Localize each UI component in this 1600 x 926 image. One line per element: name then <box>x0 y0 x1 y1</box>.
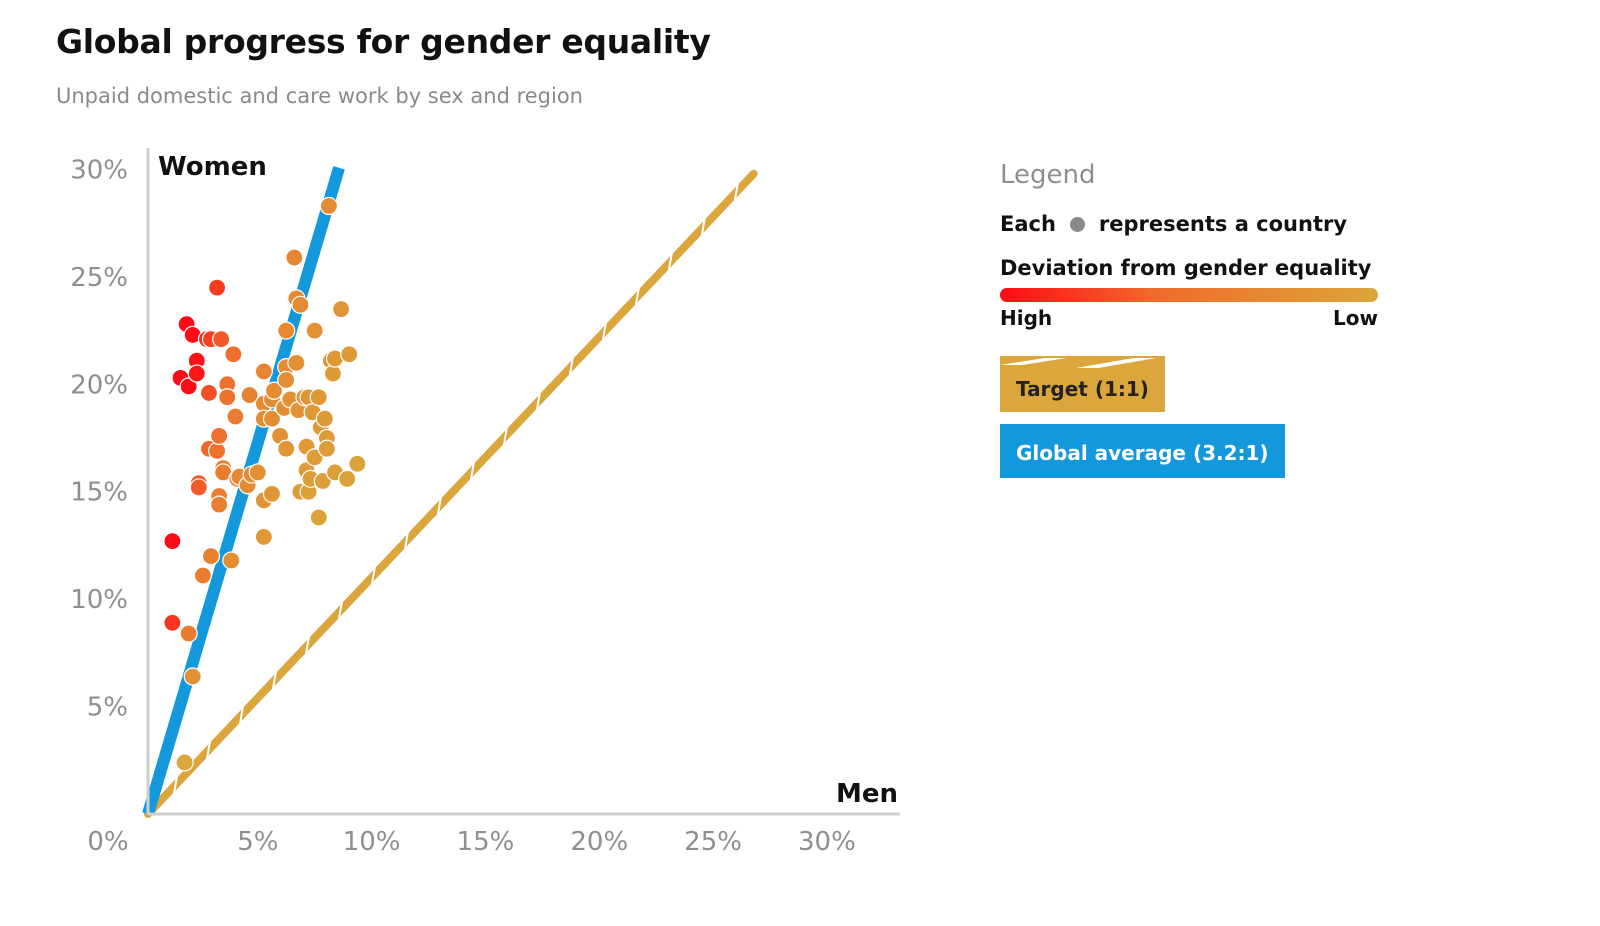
legend-country-marker: Each represents a country <box>1000 212 1400 236</box>
country-point <box>331 300 351 319</box>
x-tick-label: 25% <box>684 827 742 857</box>
chart-subtitle: Unpaid domestic and care work by sex and… <box>56 84 583 108</box>
x-tick-label: 30% <box>798 827 856 857</box>
country-point <box>309 508 328 527</box>
legend-global-label: Global average (3.2:1) <box>1016 441 1269 465</box>
country-point <box>224 345 243 364</box>
country-dot-icon <box>1069 216 1085 232</box>
data-points <box>163 196 367 772</box>
country-point <box>179 377 198 396</box>
country-point <box>222 551 241 570</box>
country-point <box>254 527 273 546</box>
country-point <box>254 362 273 381</box>
country-point <box>208 278 227 297</box>
x-tick-label: 10% <box>343 827 401 857</box>
country-point <box>317 439 336 458</box>
country-point <box>277 439 296 458</box>
target-stripes-icon <box>1000 358 1157 368</box>
country-point <box>187 364 206 383</box>
x-axis-title: Men <box>836 779 898 809</box>
legend-target-label: Target (1:1) <box>1016 377 1149 401</box>
y-axis-title: Women <box>158 152 267 182</box>
x-tick-label: 0% <box>87 827 128 857</box>
country-point <box>285 248 304 267</box>
legend-heading: Legend <box>1000 160 1096 190</box>
y-tick-label: 20% <box>70 370 128 400</box>
country-point <box>226 407 245 426</box>
country-point <box>212 330 231 349</box>
country-point <box>199 383 219 403</box>
country-point <box>277 321 296 340</box>
y-tick-label: 10% <box>70 585 128 615</box>
chart-title: Global progress for gender equality <box>56 22 711 61</box>
country-point <box>309 388 328 407</box>
country-point <box>179 624 198 643</box>
country-point <box>163 613 182 632</box>
country-point <box>264 381 284 400</box>
country-point <box>240 385 259 405</box>
x-tick-label: 15% <box>457 827 515 857</box>
deviation-gradient-bar <box>1000 288 1378 302</box>
axes: Women Men <box>146 148 900 816</box>
legend-target-box: Target (1:1) <box>1000 356 1165 412</box>
gradient-high-label: High <box>1000 306 1053 330</box>
country-point <box>323 364 343 383</box>
country-point <box>163 532 182 551</box>
country-point <box>338 469 357 488</box>
legend-each-suffix: represents a country <box>1098 212 1348 236</box>
country-point <box>210 426 229 445</box>
country-point <box>287 353 306 372</box>
gradient-labels: High Low <box>1000 306 1378 330</box>
x-tick-label: 5% <box>237 827 278 857</box>
country-point <box>248 463 267 482</box>
country-point <box>291 295 310 314</box>
axis-ticks: 0% 5% 10% 15% 20% 25% 30% 5% 10% 15% 20% 25% 30% <box>70 155 856 857</box>
country-point <box>277 370 296 390</box>
legend-global-box: Global average (3.2:1) <box>1000 424 1285 478</box>
y-tick-label: 30% <box>70 155 128 185</box>
country-point <box>262 409 282 428</box>
country-point <box>340 345 359 364</box>
legend-each-prefix: Each <box>1000 212 1056 236</box>
country-point <box>201 547 221 566</box>
x-tick-label: 20% <box>570 827 628 857</box>
legend: Legend Each represents a country Deviati… <box>1000 160 1400 478</box>
y-tick-label: 15% <box>70 478 128 508</box>
y-tick-label: 5% <box>87 693 128 723</box>
country-point <box>193 566 212 585</box>
target-line <box>144 169 758 818</box>
country-point <box>175 753 194 772</box>
country-point <box>305 321 324 340</box>
legend-deviation-label: Deviation from gender equality <box>1000 256 1372 280</box>
country-point <box>218 388 237 407</box>
country-point <box>315 409 334 428</box>
country-point <box>183 667 202 686</box>
scatter-chart: Women Men 0% 5% 10% 15% 20% 25% 30% 5% 10% 15% 20%… <box>70 148 900 857</box>
country-point <box>208 441 227 461</box>
country-point <box>348 454 367 473</box>
country-point <box>262 484 282 503</box>
y-tick-label: 25% <box>70 263 128 293</box>
country-point <box>189 478 208 497</box>
reference-lines <box>142 166 758 818</box>
country-point <box>210 495 229 514</box>
country-point <box>319 196 338 216</box>
gradient-low-label: Low <box>1333 306 1378 330</box>
